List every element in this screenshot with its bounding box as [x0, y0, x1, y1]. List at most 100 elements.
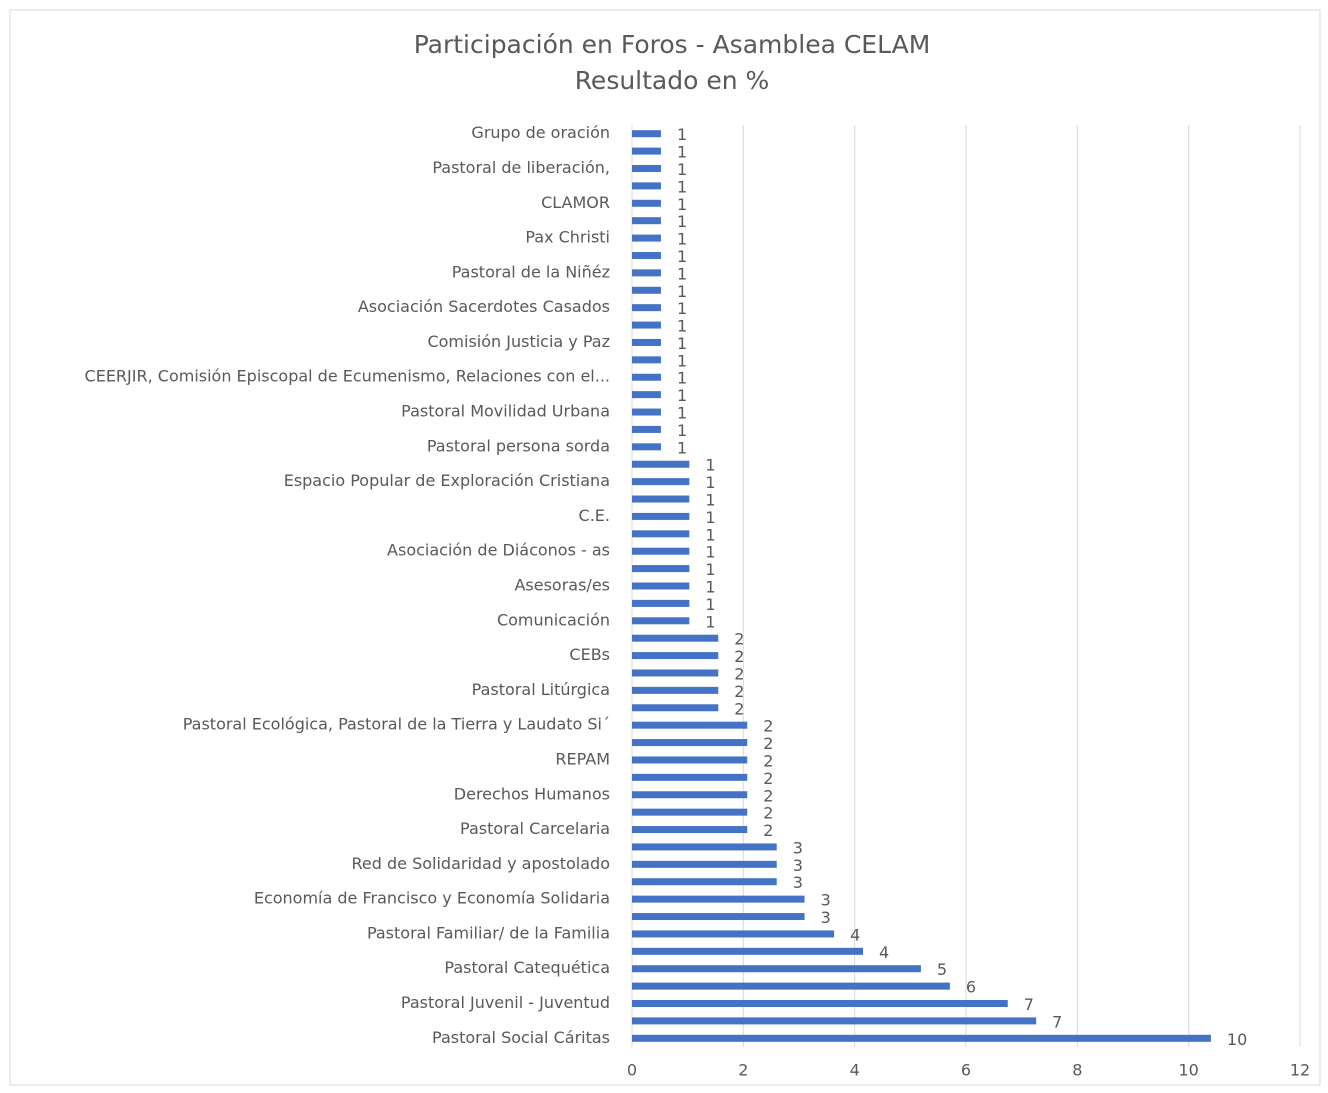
- data-label: 1: [677, 421, 687, 440]
- y-tick-label: Pastoral Movilidad Urbana: [401, 402, 610, 421]
- data-label: 3: [793, 838, 803, 857]
- y-tick-label: Comisión Justicia y Paz: [427, 332, 610, 351]
- bar: [632, 269, 661, 277]
- data-label: 2: [763, 821, 773, 840]
- data-label: 1: [705, 595, 715, 614]
- data-label: 1: [677, 230, 687, 249]
- bar: [632, 338, 661, 346]
- x-tick-label: 12: [1290, 1061, 1310, 1080]
- data-label: 2: [734, 699, 744, 718]
- bar: [632, 547, 690, 555]
- bar: [632, 1017, 1037, 1025]
- data-label: 2: [734, 630, 744, 649]
- bar: [632, 982, 950, 990]
- data-label: 2: [763, 769, 773, 788]
- y-tick-label: Pastoral Social Cáritas: [432, 1028, 610, 1047]
- data-label: 1: [677, 404, 687, 423]
- bar: [632, 512, 690, 520]
- x-tick-label: 8: [1072, 1061, 1082, 1080]
- y-tick-label: Grupo de oración: [471, 123, 610, 142]
- bar: [632, 599, 690, 607]
- data-label: 3: [821, 908, 831, 927]
- data-label: 1: [677, 438, 687, 457]
- data-label: 1: [705, 456, 715, 475]
- y-tick-label: Pastoral de la Niñéz: [452, 262, 610, 281]
- bar: [632, 530, 690, 538]
- bar: [632, 478, 690, 486]
- bar: [632, 704, 719, 712]
- bar: [632, 495, 690, 503]
- data-label: 1: [705, 560, 715, 579]
- data-label: 1: [705, 491, 715, 510]
- data-label: 2: [763, 804, 773, 823]
- data-label: 4: [879, 943, 889, 962]
- y-tick-label: Comunicación: [497, 610, 610, 629]
- bar: [632, 565, 690, 573]
- data-label: 1: [705, 578, 715, 597]
- x-tick-label: 2: [738, 1061, 748, 1080]
- data-label: 2: [763, 751, 773, 770]
- bar: [632, 408, 661, 416]
- y-tick-label: Red de Solidaridad y apostolado: [352, 854, 611, 873]
- bar: [632, 199, 661, 207]
- data-label: 2: [763, 717, 773, 736]
- data-label: 1: [677, 195, 687, 214]
- x-tick-label: 10: [1178, 1061, 1198, 1080]
- y-tick-label: Pastoral de liberación,: [432, 158, 610, 177]
- data-label: 1: [677, 264, 687, 283]
- bar: [632, 930, 835, 938]
- data-label: 4: [850, 925, 860, 944]
- bar: [632, 791, 748, 799]
- data-label: 1: [677, 125, 687, 144]
- data-label: 1: [677, 299, 687, 318]
- data-label: 1: [677, 351, 687, 370]
- bar: [632, 947, 864, 955]
- data-label: 10: [1227, 1030, 1247, 1049]
- bar: [632, 251, 661, 259]
- data-label: 3: [793, 873, 803, 892]
- data-label: 1: [705, 543, 715, 562]
- bar: [632, 582, 690, 590]
- y-tick-label: Pastoral persona sorda: [427, 436, 610, 455]
- data-label: 1: [677, 160, 687, 179]
- data-label: 2: [734, 664, 744, 683]
- data-label: 1: [677, 177, 687, 196]
- data-label: 5: [937, 960, 947, 979]
- bar: [632, 443, 661, 451]
- bar: [632, 721, 748, 729]
- data-label: 2: [734, 682, 744, 701]
- y-tick-label: Pastoral Ecológica, Pastoral de la Tierr…: [183, 715, 610, 734]
- x-tick-label: 6: [961, 1061, 971, 1080]
- data-label: 7: [1052, 1012, 1062, 1031]
- y-tick-label: Derechos Humanos: [454, 784, 610, 803]
- data-label: 1: [677, 317, 687, 336]
- bar: [632, 739, 748, 747]
- y-tick-label: Pastoral Catequética: [444, 958, 610, 977]
- data-label: 1: [705, 473, 715, 492]
- bar: [632, 130, 661, 138]
- y-tick-label: Pastoral Carcelaria: [460, 819, 610, 838]
- bar: [632, 234, 661, 242]
- bar: [632, 634, 719, 642]
- y-tick-label: Pastoral Litúrgica: [472, 680, 610, 699]
- y-tick-label: CEERJIR, Comisión Episcopal de Ecumenism…: [85, 367, 610, 386]
- bar: [632, 391, 661, 399]
- bar: [632, 826, 748, 834]
- data-label: 1: [677, 282, 687, 301]
- bar: [632, 304, 661, 312]
- chart-subtitle: Resultado en %: [575, 66, 770, 95]
- bar: [632, 373, 661, 381]
- bar: [632, 1034, 1211, 1042]
- bar: [632, 460, 690, 468]
- data-label: 1: [677, 334, 687, 353]
- data-label: 3: [821, 891, 831, 910]
- x-tick-label: 0: [627, 1061, 637, 1080]
- data-label: 1: [705, 508, 715, 527]
- y-tick-label: CEBs: [569, 645, 610, 664]
- data-label: 1: [677, 212, 687, 231]
- bar: [632, 878, 777, 886]
- data-label: 1: [705, 612, 715, 631]
- y-tick-label: C.E.: [579, 506, 610, 525]
- chart-frame: [9, 9, 1321, 1086]
